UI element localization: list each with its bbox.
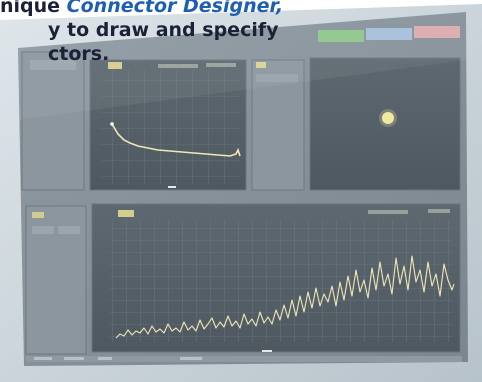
plot-3-freq-readout <box>368 210 408 214</box>
plot-1-scroll[interactable] <box>168 186 176 188</box>
status-item-4 <box>180 357 202 360</box>
plot-3-power-readout <box>428 209 450 213</box>
toolbar-button-blue[interactable] <box>366 28 412 40</box>
status-bar <box>26 356 462 362</box>
screen-glare <box>18 12 466 120</box>
status-item-2 <box>64 357 84 360</box>
plot-1-freq-readout <box>158 64 198 68</box>
headline-line-2: y to draw and specify <box>48 19 279 41</box>
plot-1-power-readout <box>206 63 236 67</box>
status-item-3 <box>98 357 112 360</box>
plot-1-label-chip <box>108 62 122 69</box>
plot-3-grid <box>110 220 452 342</box>
lower-left-label-chip <box>32 212 44 218</box>
plot-2-spot <box>382 112 394 124</box>
toolbar-button-green[interactable] <box>318 30 364 42</box>
status-item-1 <box>34 357 52 360</box>
plot-2-label-chip <box>256 62 266 68</box>
plot-2 <box>309 57 461 191</box>
plot-3-scroll[interactable] <box>262 350 272 352</box>
plot-3-trace <box>115 255 455 339</box>
product-name: Connector Designer, <box>66 0 284 17</box>
left-side-panel-upper <box>21 51 85 191</box>
toolbar-button-pink[interactable] <box>414 26 460 38</box>
plot-1-marker <box>110 122 114 126</box>
plot-2-spot-glow <box>379 109 397 127</box>
lower-left-field-2[interactable] <box>58 226 80 234</box>
lower-left-field-1[interactable] <box>32 226 54 234</box>
headline-line-1-text: nique <box>0 0 67 17</box>
headline-line-1: nique Connector Designer, <box>0 0 283 18</box>
headline-line-3: ctors. <box>48 43 110 65</box>
plot-1-trace <box>111 123 241 157</box>
plot-2-side-field[interactable] <box>256 74 298 82</box>
plot-3-label-chip <box>118 210 134 217</box>
plot-1-grid <box>102 70 240 184</box>
left-panel-field[interactable] <box>30 60 76 70</box>
